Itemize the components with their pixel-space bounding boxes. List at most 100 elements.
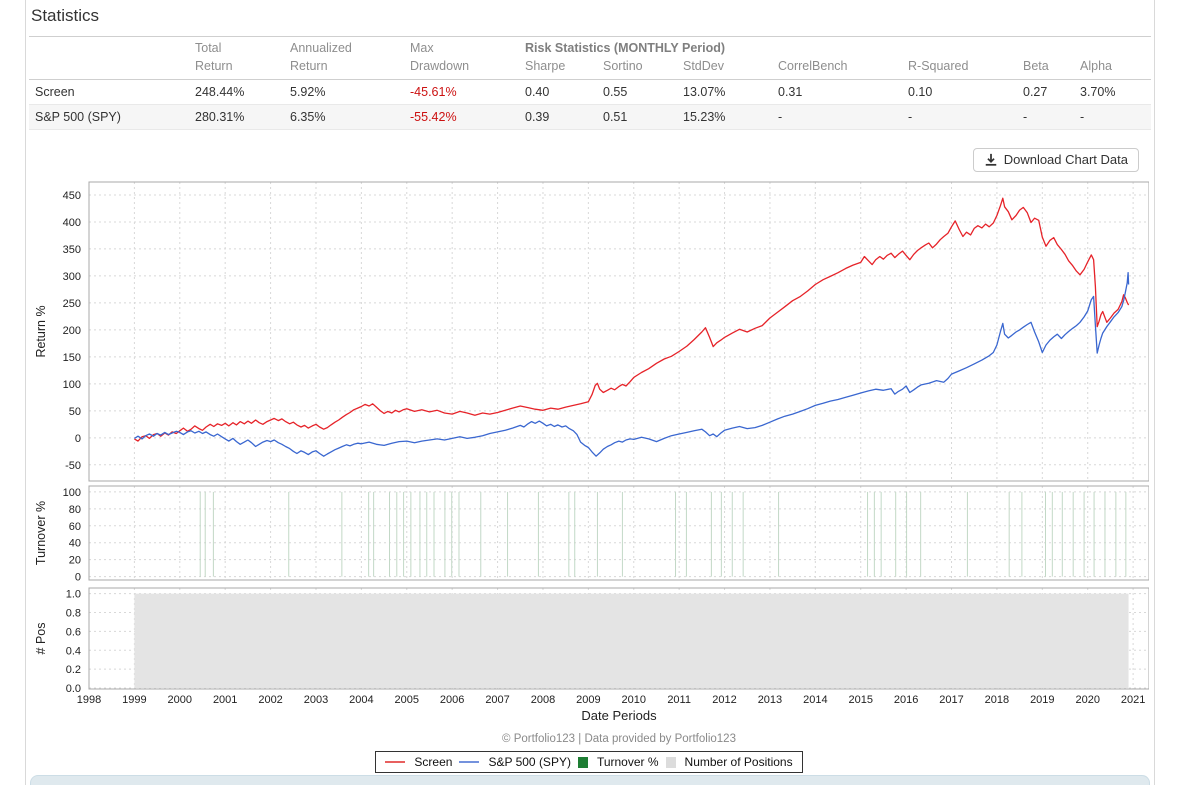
positions-chart: 0.0 0.2 0.4 0.6 0.8 1.0 # Pos 1998 1999 2000 2001 2…	[34, 587, 1149, 706]
cell-beta: 0.27	[1023, 85, 1048, 99]
svg-text:2007: 2007	[485, 694, 509, 706]
svg-text:2020: 2020	[1075, 694, 1099, 706]
cell-total-return: 248.44%	[195, 85, 245, 99]
header-max: Max	[410, 41, 434, 55]
svg-text:2017: 2017	[939, 694, 963, 706]
svg-text:400: 400	[63, 217, 81, 229]
svg-text:2001: 2001	[213, 694, 237, 706]
cell-correlbench: -	[778, 110, 783, 124]
cell-r-squared: -	[908, 110, 913, 124]
table-header: Total Annualized Max Risk Statistics (MO…	[29, 37, 1152, 80]
header-risk-statistics: Risk Statistics (MONTHLY Period)	[525, 41, 726, 55]
header-alpha: Alpha	[1080, 59, 1112, 73]
svg-text:0.8: 0.8	[66, 608, 81, 620]
svg-text:50: 50	[69, 406, 81, 418]
svg-text:1999: 1999	[122, 694, 146, 706]
legend-label-benchmark: S&P 500 (SPY)	[488, 755, 571, 769]
header-spacer	[29, 57, 189, 80]
svg-text:1998: 1998	[77, 694, 101, 706]
legend-label-turnover: Turnover %	[596, 755, 659, 769]
row-label: Screen	[35, 85, 75, 99]
svg-text:0.4: 0.4	[66, 645, 81, 657]
header-correlbench: CorrelBench	[778, 59, 848, 73]
svg-text:100: 100	[63, 379, 81, 391]
svg-text:2004: 2004	[349, 694, 373, 706]
header-max-drawdown: Drawdown	[410, 59, 470, 73]
svg-text:0: 0	[75, 433, 81, 445]
svg-text:2015: 2015	[848, 694, 872, 706]
svg-text:2014: 2014	[803, 694, 827, 706]
svg-text:0.6: 0.6	[66, 626, 81, 638]
svg-text:2008: 2008	[531, 694, 555, 706]
svg-text:2011: 2011	[667, 694, 691, 706]
x-axis-title: Date Periods	[581, 708, 657, 723]
legend-label-screen: Screen	[414, 755, 453, 769]
header-total: Total	[195, 41, 222, 55]
cell-alpha: -	[1080, 110, 1085, 124]
header-r-squared: R-Squared	[908, 59, 969, 73]
chart-copyright: © Portfolio123 | Data provided by Portfo…	[502, 733, 736, 745]
svg-text:# Pos: # Pos	[34, 623, 48, 655]
svg-text:2018: 2018	[985, 694, 1009, 706]
turnover-chart: 0 20 40 60 80 100 Turnover %	[34, 485, 1149, 582]
svg-text:2006: 2006	[440, 694, 464, 706]
next-section-panel	[30, 775, 1150, 785]
svg-text:2010: 2010	[622, 694, 646, 706]
positions-swatch	[665, 756, 676, 768]
cell-beta: -	[1023, 110, 1028, 124]
screen-line-swatch	[385, 761, 406, 763]
svg-text:40: 40	[69, 538, 81, 550]
chart-legend: Screen S&P 500 (SPY) Turnover % Number o…	[375, 751, 803, 773]
svg-text:100: 100	[63, 487, 81, 499]
svg-text:250: 250	[63, 298, 81, 310]
header-annualized: Annualized	[290, 41, 352, 55]
svg-text:Turnover %: Turnover %	[34, 501, 48, 565]
svg-text:60: 60	[69, 521, 81, 533]
svg-text:20: 20	[69, 555, 81, 567]
table-row-screen: Screen 248.44% 5.92% -45.61% 0.40 0.55 1…	[29, 80, 1152, 105]
svg-text:1.0: 1.0	[66, 589, 81, 601]
table-row-benchmark: S&P 500 (SPY) 280.31% 6.35% -55.42% 0.39…	[29, 104, 1152, 130]
download-icon	[984, 153, 998, 167]
svg-text:2012: 2012	[712, 694, 736, 706]
svg-text:200: 200	[63, 325, 81, 337]
turnover-swatch	[577, 756, 588, 768]
cell-sortino: 0.51	[603, 110, 628, 124]
cell-annualized-return: 5.92%	[290, 85, 326, 99]
cell-stddev: 13.07%	[683, 85, 726, 99]
svg-text:2009: 2009	[576, 694, 600, 706]
header-annualized-return: Return	[290, 59, 328, 73]
svg-text:300: 300	[63, 271, 81, 283]
header-sharpe: Sharpe	[525, 59, 566, 73]
header-spacer	[29, 37, 189, 58]
legend-label-positions: Number of Positions	[684, 755, 793, 769]
returns-chart: -50 0 50 100 150 200 250 300 350 400 450 Return %	[34, 181, 1149, 482]
download-chart-data-button[interactable]: Download Chart Data	[972, 148, 1139, 172]
header-total-return: Return	[195, 59, 233, 73]
svg-text:150: 150	[63, 352, 81, 364]
cell-sharpe: 0.40	[525, 85, 550, 99]
svg-text:Return %: Return %	[34, 305, 48, 357]
svg-text:2019: 2019	[1030, 694, 1054, 706]
svg-text:2000: 2000	[168, 694, 192, 706]
cell-annualized-return: 6.35%	[290, 110, 326, 124]
svg-text:350: 350	[63, 244, 81, 256]
header-stddev: StdDev	[683, 59, 724, 73]
benchmark-line-swatch	[459, 761, 480, 763]
cell-max-drawdown: -45.61%	[410, 85, 457, 99]
cell-r-squared: 0.10	[908, 85, 933, 99]
svg-text:450: 450	[63, 190, 81, 202]
cell-correlbench: 0.31	[778, 85, 803, 99]
svg-text:2003: 2003	[304, 694, 328, 706]
svg-text:0.0: 0.0	[66, 683, 81, 695]
page-title: Statistics	[31, 6, 100, 25]
header-beta: Beta	[1023, 59, 1049, 73]
cell-sortino: 0.55	[603, 85, 628, 99]
cell-max-drawdown: -55.42%	[410, 110, 457, 124]
row-label: S&P 500 (SPY)	[35, 110, 121, 124]
download-button-label: Download Chart Data	[1003, 152, 1128, 167]
cell-sharpe: 0.39	[525, 110, 550, 124]
svg-text:2005: 2005	[395, 694, 419, 706]
svg-text:80: 80	[69, 504, 81, 516]
